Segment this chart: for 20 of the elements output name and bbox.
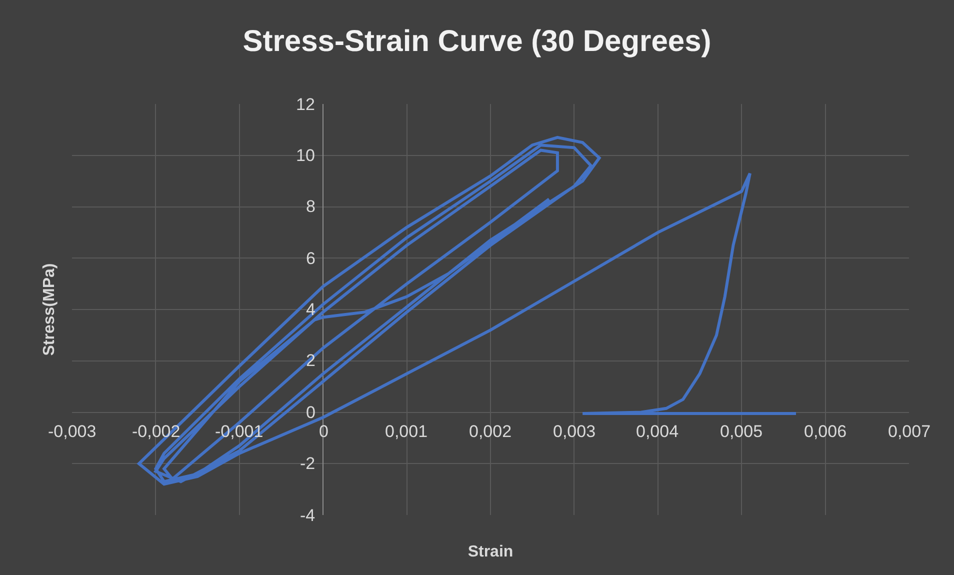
y-tick-label: 12	[296, 95, 315, 114]
x-tick-label: 0,006	[804, 422, 847, 441]
y-tick-label: -2	[300, 454, 316, 473]
x-tick-label: 0,004	[636, 422, 679, 441]
x-tick-label: 0,003	[553, 422, 596, 441]
x-tick-label: 0,005	[720, 422, 763, 441]
y-axis-title: Stress(MPa)	[40, 263, 58, 356]
y-tick-label: 4	[306, 300, 316, 319]
y-tick-label: 6	[306, 249, 316, 268]
y-tick-label: 0	[306, 403, 316, 422]
x-tick-label: 0,001	[385, 422, 428, 441]
y-tick-label: -4	[300, 506, 316, 525]
x-tick-label: 0,007	[888, 422, 931, 441]
y-tick-label: 10	[296, 146, 315, 165]
x-tick-label: 0,002	[469, 422, 512, 441]
x-tick-label: -0,003	[48, 422, 96, 441]
chart-title: Stress-Strain Curve (30 Degrees)	[242, 24, 712, 58]
y-tick-label: 8	[306, 197, 316, 216]
x-axis-title: Strain	[468, 544, 514, 561]
x-tick-label: 0	[319, 422, 328, 441]
